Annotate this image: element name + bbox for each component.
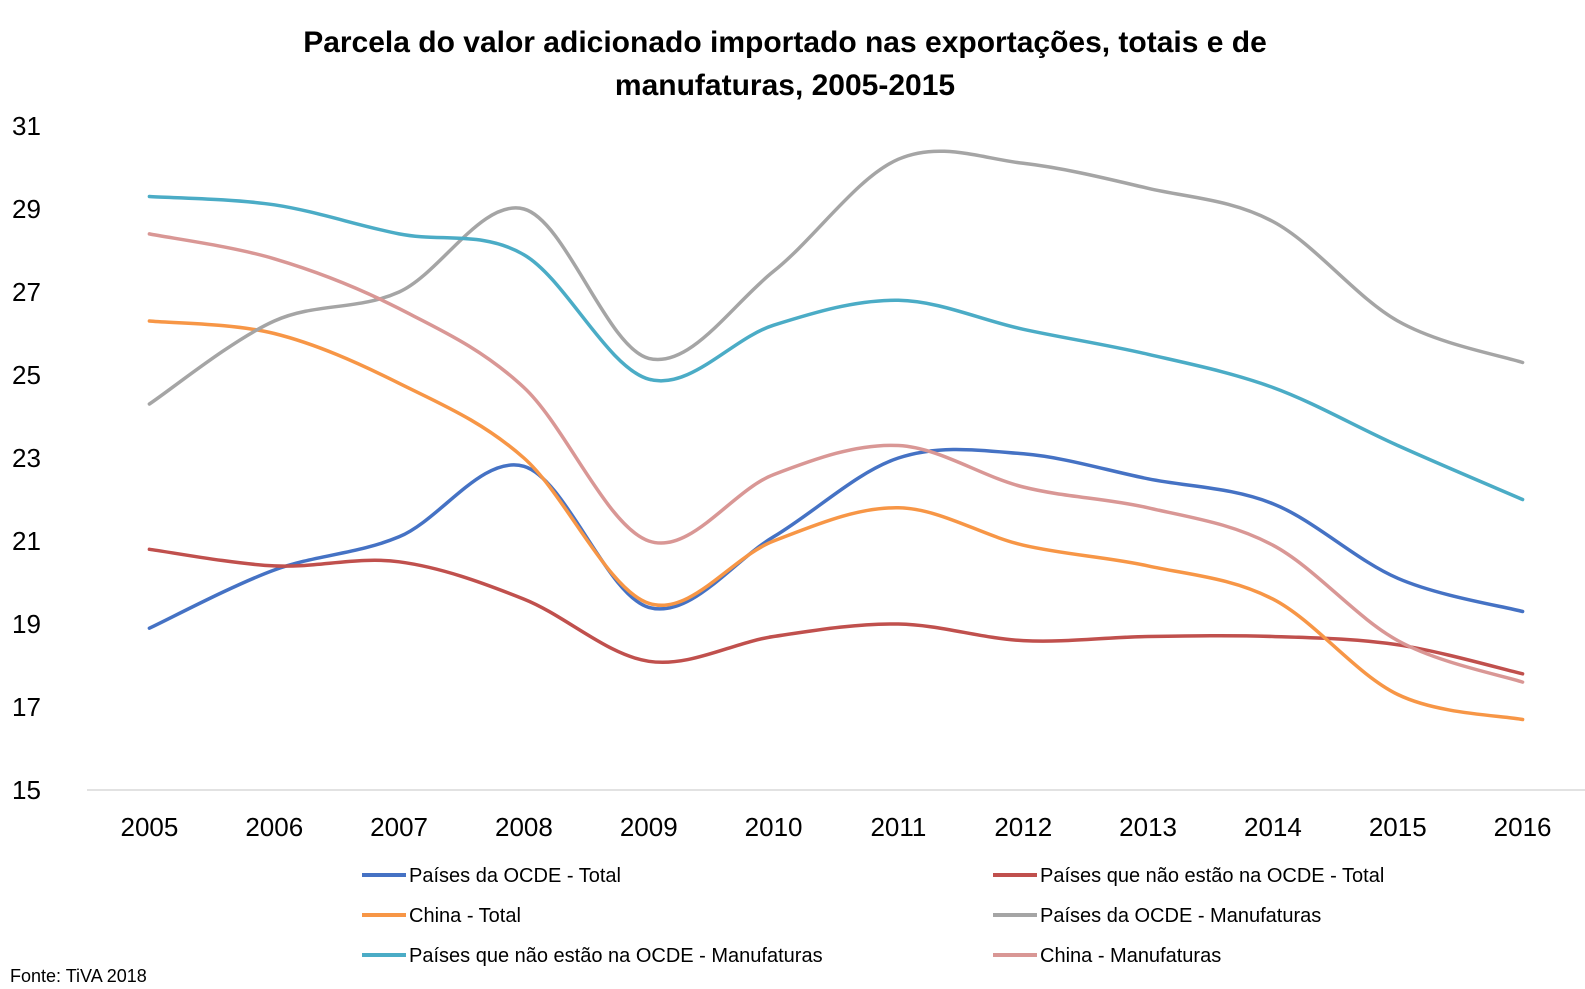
chart-title-line-1: Parcela do valor adicionado importado na… bbox=[303, 26, 1267, 59]
y-tick-label: 27 bbox=[12, 277, 41, 307]
x-tick-label: 2016 bbox=[1494, 812, 1552, 842]
x-tick-label: 2007 bbox=[370, 812, 428, 842]
y-tick-label: 29 bbox=[12, 194, 41, 224]
legend-label: Países da OCDE - Manufaturas bbox=[1040, 905, 1321, 927]
y-tick-label: 25 bbox=[12, 360, 41, 390]
series-line bbox=[147, 194, 1525, 502]
legend-label: Países da OCDE - Total bbox=[409, 865, 621, 887]
legend-label: China - Manufaturas bbox=[1040, 945, 1221, 967]
y-tick-label: 23 bbox=[12, 443, 41, 473]
series-line bbox=[147, 232, 1525, 684]
y-axis-ticks: 31 29 27 25 23 21 19 17 15 bbox=[12, 111, 41, 805]
chart-title-line-2: manufaturas, 2005-2015 bbox=[615, 69, 955, 102]
x-tick-label: 2008 bbox=[495, 812, 553, 842]
y-tick-label: 19 bbox=[12, 609, 41, 639]
x-tick-label: 2006 bbox=[245, 812, 303, 842]
x-tick-label: 2005 bbox=[120, 812, 178, 842]
legend: Países da OCDE - Total Países que não est… bbox=[362, 865, 1384, 967]
x-tick-label: 2011 bbox=[870, 812, 926, 842]
y-tick-label: 15 bbox=[12, 775, 41, 805]
x-tick-label: 2015 bbox=[1369, 812, 1427, 842]
x-tick-label: 2009 bbox=[620, 812, 678, 842]
legend-label: Países que não estão na OCDE - Manufatur… bbox=[409, 945, 823, 967]
series-line bbox=[147, 149, 1525, 406]
legend-label: Países que não estão na OCDE - Total bbox=[1040, 865, 1384, 887]
x-tick-label: 2013 bbox=[1119, 812, 1177, 842]
x-tick-label: 2014 bbox=[1244, 812, 1302, 842]
x-axis-ticks: 2005 2006 2007 2008 2009 2010 2011 2012 2013 2014… bbox=[120, 812, 1551, 842]
y-tick-label: 31 bbox=[12, 111, 41, 141]
source-note: Fonte: TiVA 2018 bbox=[10, 966, 147, 986]
series-line bbox=[147, 547, 1525, 676]
series-line bbox=[147, 319, 1525, 722]
legend-label: China - Total bbox=[409, 905, 521, 927]
series-lines bbox=[147, 149, 1525, 722]
y-tick-label: 21 bbox=[12, 526, 41, 556]
x-tick-label: 2010 bbox=[745, 812, 803, 842]
series-line bbox=[147, 447, 1525, 630]
y-tick-label: 17 bbox=[12, 692, 41, 722]
x-tick-label: 2012 bbox=[994, 812, 1052, 842]
